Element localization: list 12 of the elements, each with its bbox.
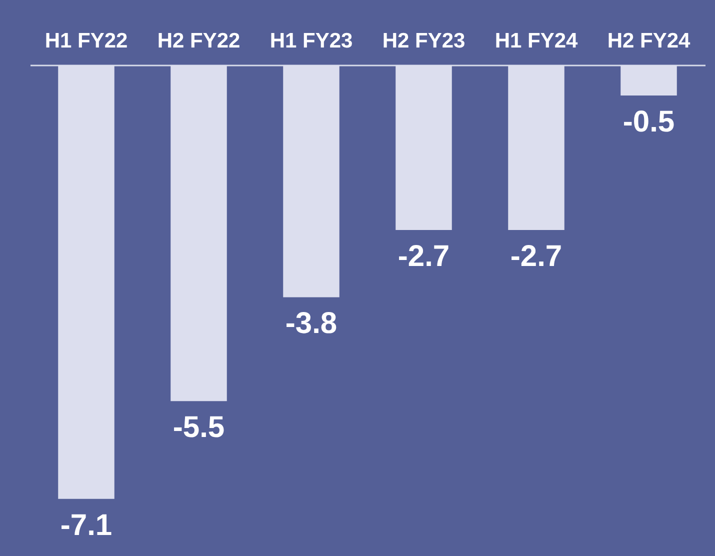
- data-label: -0.5: [622, 106, 675, 139]
- x-tick-label: H2 FY23: [382, 30, 466, 52]
- x-tick-label: H2 FY24: [607, 30, 691, 52]
- x-tick-label: H1 FY24: [494, 30, 578, 52]
- data-label: -7.1: [60, 508, 112, 542]
- data-label: -2.7: [510, 240, 562, 274]
- x-tick-label: H1 FY23: [270, 30, 353, 52]
- x-tick-label: H2 FY22: [157, 30, 240, 52]
- data-label: -2.7: [398, 240, 450, 274]
- x-tick-label: H1 FY22: [44, 30, 128, 52]
- data-label: -3.8: [285, 307, 338, 340]
- data-label: -5.5: [172, 411, 225, 444]
